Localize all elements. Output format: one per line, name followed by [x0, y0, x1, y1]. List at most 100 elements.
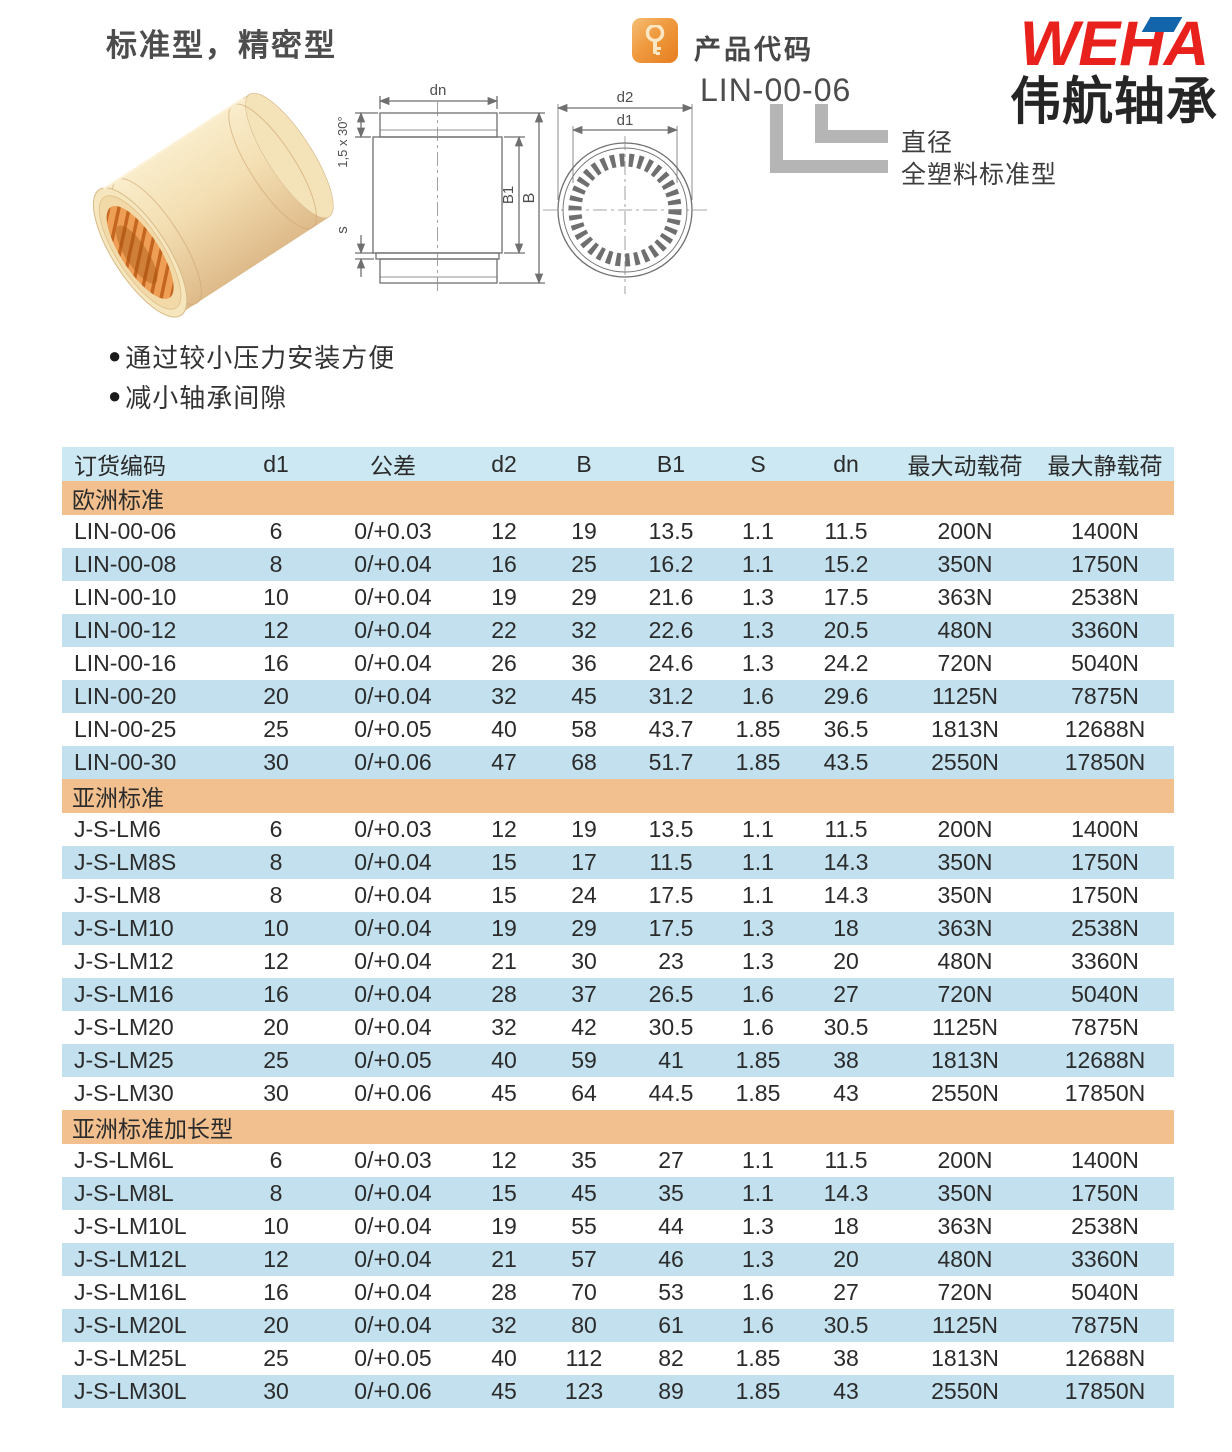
- spec-cell: 30.5: [823, 1014, 869, 1040]
- spec-cell: 1750N: [1036, 846, 1174, 879]
- spec-cell: 24.6: [648, 650, 694, 676]
- spec-cell: 1.1: [718, 1177, 798, 1210]
- part-code-cell: J-S-LM8: [74, 882, 161, 908]
- table-row: LIN-00-12 12 0/+0.04 22 32 22.6 1.3 20.5 480N 336…: [62, 614, 1174, 647]
- part-code-cell: J-S-LM16L: [74, 1279, 187, 1305]
- spec-cell: 37: [544, 978, 624, 1011]
- spec-cell: 20.5: [798, 614, 894, 647]
- spec-cell: 18: [798, 912, 894, 945]
- table-row: J-S-LM16 16 0/+0.04 28 37 26.5 1.6 27 720N 5040N: [62, 978, 1174, 1011]
- brand-logo-cn: 伟航轴承: [1009, 73, 1218, 130]
- spec-cell: 58: [571, 716, 597, 742]
- spec-cell: 1813N: [931, 716, 999, 742]
- spec-cell: 112: [565, 1345, 603, 1371]
- spec-cell: 12688N: [1036, 1044, 1174, 1077]
- part-code-cell: J-S-LM16: [62, 978, 230, 1011]
- spec-cell: 0/+0.03: [354, 518, 432, 544]
- part-code-cell: J-S-LM8S: [62, 846, 230, 879]
- section-header-label: 亚洲标准加长型: [62, 1110, 1174, 1144]
- spec-cell: 17850N: [1036, 746, 1174, 779]
- spec-cell: 15: [464, 1177, 544, 1210]
- spec-cell: 1.1: [742, 518, 774, 544]
- spec-cell: 3360N: [1071, 948, 1139, 974]
- spec-cell: 30.5: [798, 1309, 894, 1342]
- spec-cell: 1.85: [718, 746, 798, 779]
- spec-cell: 1.3: [718, 614, 798, 647]
- bearing-photo: [92, 92, 334, 318]
- column-header: 最大动载荷: [894, 447, 1036, 481]
- spec-cell: 38: [833, 1345, 859, 1371]
- spec-cell: 5040N: [1036, 978, 1174, 1011]
- spec-cell: 17.5: [648, 882, 694, 908]
- part-code-cell: J-S-LM6: [74, 816, 161, 842]
- spec-cell: 0/+0.04: [322, 614, 464, 647]
- part-code-cell: LIN-00-12: [62, 614, 230, 647]
- spec-cell: 720N: [937, 1279, 993, 1305]
- spec-cell: 38: [798, 1044, 894, 1077]
- spec-cell: 7875N: [1071, 1014, 1139, 1040]
- spec-cell: 16: [464, 548, 544, 581]
- spec-cell: 10: [230, 912, 322, 945]
- spec-cell: 17850N: [1064, 1080, 1146, 1106]
- column-header: d2: [464, 447, 544, 481]
- spec-cell: 19: [491, 1213, 517, 1239]
- spec-cell: 22: [464, 614, 544, 647]
- spec-cell: 0/+0.05: [354, 1345, 432, 1371]
- spec-cell: 30.5: [648, 1014, 694, 1040]
- table-row: J-S-LM10 10 0/+0.04 19 29 17.5 1.3 18 363N 2538N: [62, 912, 1174, 945]
- spec-cell: 20: [263, 1014, 289, 1040]
- spec-cell: 30: [263, 1080, 289, 1106]
- spec-cell: 1400N: [1071, 1147, 1139, 1173]
- spec-cell: 10: [263, 584, 289, 610]
- bullet-icon: ●: [108, 343, 123, 368]
- part-code-cell: J-S-LM30L: [62, 1375, 230, 1408]
- feature-list: ● 通过较小压力安装方便 ● 减小轴承间隙: [108, 336, 395, 416]
- spec-cell: 22.6: [624, 614, 718, 647]
- spec-cell: 350N: [894, 548, 1036, 581]
- table-row: J-S-LM20L 20 0/+0.04 32 80 61 1.6 30.5 1125N 7875…: [62, 1309, 1174, 1342]
- spec-cell: 26: [491, 650, 517, 676]
- spec-cell: 24.2: [823, 650, 869, 676]
- spec-cell: 17: [544, 846, 624, 879]
- spec-cell: 32: [464, 1309, 544, 1342]
- spec-cell: 24: [571, 882, 597, 908]
- spec-cell: 20: [230, 680, 322, 713]
- spec-cell: 15: [491, 882, 517, 908]
- section-header-row: 亚洲标准加长型: [62, 1110, 1174, 1144]
- spec-cell: 0/+0.04: [354, 1213, 432, 1239]
- feature-text: 通过较小压力安装方便: [125, 342, 396, 373]
- spec-cell: 32: [491, 1014, 517, 1040]
- spec-cell: 53: [658, 1279, 684, 1305]
- spec-cell: 1.3: [742, 650, 774, 676]
- spec-cell: 30: [230, 746, 322, 779]
- spec-cell: 1.1: [742, 816, 774, 842]
- spec-cell: 0/+0.05: [322, 1044, 464, 1077]
- spec-cell: 35: [571, 1147, 597, 1173]
- spec-cell: 480N: [937, 948, 993, 974]
- part-code-cell: J-S-LM12L: [62, 1243, 230, 1276]
- spec-cell: 13.5: [648, 518, 694, 544]
- spec-cell: 12: [491, 518, 517, 544]
- spec-cell: 200N: [937, 518, 993, 544]
- spec-cell: 68: [544, 746, 624, 779]
- section-header-row: 亚洲标准: [62, 779, 1174, 813]
- spec-cell: 1.3: [742, 1213, 774, 1239]
- spec-cell: 19: [571, 816, 597, 842]
- table-row: LIN-00-20 20 0/+0.04 32 45 31.2 1.6 29.6 1125N 78…: [62, 680, 1174, 713]
- spec-cell: 12: [230, 614, 322, 647]
- dim-label-d1: d1: [617, 112, 634, 129]
- spec-cell: 15: [464, 846, 544, 879]
- code-branch-line: [770, 104, 783, 173]
- spec-cell: 2550N: [894, 1375, 1036, 1408]
- spec-cell: 5040N: [1071, 650, 1139, 676]
- spec-cell: 6: [269, 1147, 283, 1173]
- code-branch-line: [770, 160, 888, 173]
- spec-cell: 720N: [937, 650, 993, 676]
- spec-cell: 1.6: [742, 1279, 774, 1305]
- spec-cell: 1.1: [718, 846, 798, 879]
- spec-cell: 21.6: [648, 584, 694, 610]
- code-branch-line: [815, 130, 888, 143]
- spec-cell: 350N: [894, 1177, 1036, 1210]
